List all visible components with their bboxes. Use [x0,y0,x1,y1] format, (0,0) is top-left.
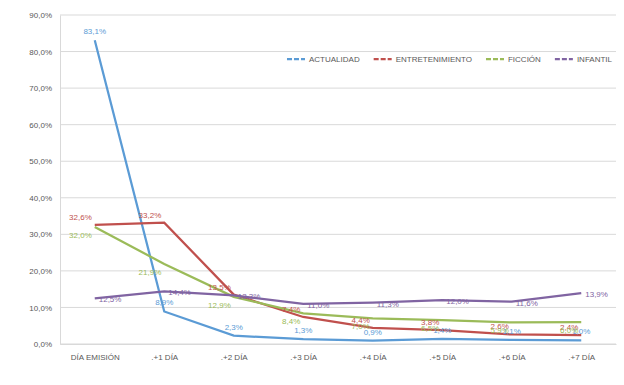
y-tick-label: 30,0% [29,230,52,239]
legend-item: ENTRETENIMIENTO [374,55,472,64]
data-label: 8,4% [282,317,300,326]
chart: 0,0% 10,0% 20,0% 30,0% 40,0% 50,0% 60,0% 70,0% 8… [0,0,624,385]
data-label: 7,4% [282,305,300,314]
legend-swatch [287,58,305,60]
x-axis-line [61,344,617,345]
data-label: 12,5% [99,295,122,304]
y-tick-label: 60,0% [29,121,52,130]
grid [60,15,616,344]
y-tick-label: 0,0% [34,340,52,349]
data-label: 11,6% [516,299,538,308]
x-tick-label: .+1 DÍA [151,353,179,362]
legend-swatch [374,58,392,60]
legend-item: ACTUALIDAD [287,55,360,64]
y-tick: 70,0% [29,84,60,93]
y-tick-label: 50,0% [29,157,52,166]
data-label: 7,0% [352,322,370,331]
data-label: 32,6% [69,213,92,222]
x-tick: .+6 DÍA [499,344,527,362]
data-label: 13,3% [238,292,261,301]
legend-swatch [555,58,573,60]
legend-label: FICCIÓN [508,55,541,64]
x-tick: DÍA EMISIÓN [71,344,120,362]
lines [95,40,582,340]
y-tick: 10,0% [29,304,60,313]
y-tick-label: 70,0% [29,84,52,93]
data-label: 1,3% [294,326,312,335]
y-axis: 0,0% 10,0% 20,0% 30,0% 40,0% 50,0% 60,0% 70,0% 8… [29,11,60,349]
data-label: 12,0% [446,297,469,306]
data-label: 83,1% [83,27,106,36]
grid-line [60,124,616,125]
y-axis-line [60,16,61,345]
data-label: 8,9% [155,298,173,307]
data-label: 33,2% [139,211,162,220]
legend-swatch [486,58,504,60]
legend-label: ACTUALIDAD [309,55,360,64]
y-tick: 20,0% [29,267,60,276]
x-tick: .+7 DÍA [568,344,596,362]
data-label: 32,0% [69,231,92,240]
y-tick: 40,0% [29,194,60,203]
y-tick: 30,0% [29,230,60,239]
data-label: 11,0% [307,301,329,310]
legend-label: INFANTIL [577,55,613,64]
series-line [95,40,582,340]
grid-line [60,197,616,198]
y-tick: 0,0% [34,340,60,349]
x-tick: .+1 DÍA [151,344,179,362]
data-label: 13,5% [208,283,231,292]
grid-line [60,51,616,52]
x-tick: .+5 DÍA [429,344,457,362]
series-line [95,223,582,336]
y-tick-label: 90,0% [29,11,52,20]
data-label: 2,3% [225,323,243,332]
data-label: 6,0% [560,326,578,335]
x-tick-label: .+3 DÍA [290,353,318,362]
x-tick: .+4 DÍA [360,344,388,362]
y-tick-label: 10,0% [29,304,52,313]
legend-item: FICCIÓN [486,55,541,64]
x-tick-label: DÍA EMISIÓN [71,353,120,362]
x-tick-label: .+2 DÍA [221,353,249,362]
y-tick: 50,0% [29,157,60,166]
data-label: 14,4% [168,288,191,297]
x-tick-label: .+7 DÍA [568,353,596,362]
series-line [95,227,582,322]
x-axis: DÍA EMISIÓN .+1 DÍA .+2 DÍA .+3 DÍA .+4 DÍA.… [61,344,617,362]
y-tick: 90,0% [29,11,60,20]
y-tick-label: 80,0% [29,48,52,57]
data-label: 12,9% [208,301,231,310]
y-tick-label: 20,0% [29,267,52,276]
y-tick: 60,0% [29,121,60,130]
x-tick: .+2 DÍA [221,344,249,362]
grid-line [60,161,616,162]
y-tick-label: 40,0% [29,194,52,203]
data-label: 5,9% [491,326,509,335]
data-label: 13,9% [585,290,608,299]
x-tick-label: .+5 DÍA [429,353,457,362]
data-label: 21,9% [139,268,162,277]
legend: ACTUALIDAD ENTRETENIMIENTO FICCIÓN INFANTIL [287,55,613,64]
data-label: 11,3% [377,300,399,309]
y-tick: 80,0% [29,48,60,57]
grid-line [60,88,616,89]
grid-line [60,344,616,345]
data-label: 6,5% [421,324,439,333]
legend-label: ENTRETENIMIENTO [396,55,472,64]
grid-line [60,15,616,16]
x-tick-label: .+6 DÍA [499,353,527,362]
data-labels: 83,1%8,9%2,3%1,3%0,9%1,4%1,1%1,0%32,6%33… [69,27,608,336]
x-tick-label: .+4 DÍA [360,353,388,362]
x-tick: .+3 DÍA [290,344,318,362]
legend-item: INFANTIL [555,55,613,64]
